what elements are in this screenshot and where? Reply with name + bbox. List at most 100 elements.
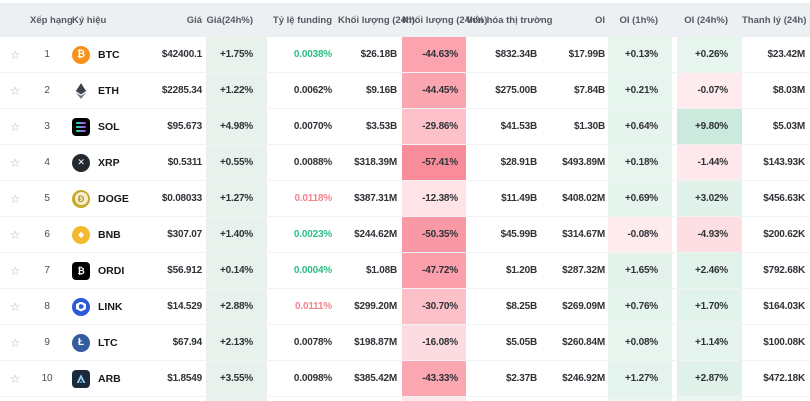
- oi-24h-pct-cell: -0.07%: [677, 73, 742, 108]
- arb-icon: [72, 369, 90, 388]
- favorite-star-icon[interactable]: ☆: [9, 263, 21, 278]
- oi-24h-pct-cell: +2.87%: [677, 361, 742, 396]
- symbol-cell: Ł LTC: [64, 325, 138, 360]
- link-icon: [72, 297, 90, 316]
- favorite-star-icon[interactable]: ☆: [9, 335, 21, 350]
- header-symbol[interactable]: Ký hiệu: [72, 14, 107, 26]
- open-interest-cell: $493.89M: [562, 157, 605, 168]
- market-cap-cell: $28.91B: [500, 157, 538, 168]
- volume-24h-cell: $299.20M: [354, 301, 397, 312]
- rank-cell: 3: [44, 121, 50, 132]
- price-24h-pct-cell: +1.40%: [206, 217, 267, 252]
- open-interest-cell: $269.09M: [562, 301, 605, 312]
- open-interest-cell: $17.99B: [568, 49, 606, 60]
- oi-1h-pct-cell: +0.21%: [608, 73, 672, 108]
- favorite-star-icon[interactable]: ☆: [9, 371, 21, 386]
- funding-rate-cell: 0.0070%: [293, 121, 332, 132]
- coin-symbol: ETH: [98, 84, 119, 97]
- oi-24h-pct-cell: -4.93%: [677, 217, 742, 252]
- table-row[interactable]: ☆ 4 ✕ XRP $0.5311 +0.55% 0.0088% $318.39M -57.41…: [0, 145, 810, 181]
- xrp-icon: ✕: [72, 153, 90, 172]
- rank-cell: 5: [44, 193, 50, 204]
- liquidation-24h-cell: $8.03M: [772, 85, 805, 96]
- symbol-cell: ETH: [64, 73, 138, 108]
- market-cap-cell: $1.20B: [505, 265, 537, 276]
- eth-icon: [72, 82, 90, 100]
- rank-cell: 6: [44, 229, 50, 240]
- table-row[interactable]: ☆ 2 ETH $2285.34 +1.22% 0.0062% $9.16B -44.45% $…: [0, 73, 810, 109]
- oi-1h-pct-cell: +1.27%: [608, 361, 672, 396]
- market-cap-cell: $2.37B: [505, 373, 537, 384]
- volume-24h-pct-cell: -47.72%: [402, 253, 466, 288]
- price-24h-pct-cell: +2.88%: [206, 289, 267, 324]
- oi-24h-pct-cell: +1.14%: [677, 325, 742, 360]
- price-cell: $42400.1: [161, 49, 202, 60]
- header-volume-24h-pct[interactable]: Khối lượng (24h%): [402, 14, 488, 26]
- ordi-icon: ₿: [72, 261, 90, 280]
- oi-1h-pct-cell: +0.08%: [608, 325, 672, 360]
- favorite-star-icon[interactable]: ☆: [9, 227, 21, 242]
- header-price-24h-pct[interactable]: Giá(24h%): [206, 14, 253, 26]
- open-interest-cell: $287.32M: [562, 265, 605, 276]
- table-row[interactable]: ☆ 10 ARB $1.8549 +3.55% 0.0098% $385.42M -43.33…: [0, 361, 810, 397]
- header-oi-1h-pct[interactable]: OI (1h%): [619, 14, 658, 26]
- price-cell: $0.08033: [161, 193, 202, 204]
- rank-cell: 1: [44, 49, 50, 60]
- table-header-row: Xếp hạng Ký hiệu Giá Giá(24h%) Tỷ lệ fun…: [0, 3, 810, 37]
- table-row[interactable]: ☆ 9 Ł LTC $67.94 +2.13% 0.0078% $198.87M -16.08%…: [0, 325, 810, 361]
- oi-1h-pct-cell: +0.18%: [608, 145, 672, 180]
- header-volume-24h[interactable]: Khối lượng (24h): [338, 14, 415, 26]
- market-cap-cell: $45.99B: [500, 229, 538, 240]
- partial-volume-tint: [402, 397, 466, 401]
- price-24h-pct-cell: +1.22%: [206, 73, 267, 108]
- volume-24h-pct-cell: -57.41%: [402, 145, 466, 180]
- price-cell: $67.94: [172, 337, 203, 348]
- symbol-cell: ₿ ORDI: [64, 253, 138, 288]
- rank-cell: 7: [44, 265, 50, 276]
- favorite-star-icon[interactable]: ☆: [9, 155, 21, 170]
- rank-cell: 8: [44, 301, 50, 312]
- table-row[interactable]: ☆ 7 ₿ ORDI $56.912 +0.14% 0.0004% $1.08B -47.72%…: [0, 253, 810, 289]
- volume-24h-cell: $385.42M: [354, 373, 397, 384]
- partial-next-row: [0, 397, 810, 401]
- header-rank[interactable]: Xếp hạng: [30, 14, 73, 26]
- open-interest-cell: $260.84M: [562, 337, 605, 348]
- table-row[interactable]: ☆ 6 ◆ BNB $307.07 +1.40% 0.0023% $244.62M -50.35…: [0, 217, 810, 253]
- open-interest-cell: $1.30B: [573, 121, 605, 132]
- rank-cell: 4: [44, 157, 50, 168]
- funding-rate-cell: 0.0078%: [293, 337, 332, 348]
- oi-24h-pct-cell: +3.02%: [677, 181, 742, 216]
- favorite-star-icon[interactable]: ☆: [9, 83, 21, 98]
- favorite-star-icon[interactable]: ☆: [9, 191, 21, 206]
- volume-24h-pct-cell: -43.33%: [402, 361, 466, 396]
- favorite-star-icon[interactable]: ☆: [9, 119, 21, 134]
- volume-24h-cell: $9.16B: [365, 85, 397, 96]
- header-price[interactable]: Giá: [186, 14, 202, 26]
- symbol-cell: ✕ XRP: [64, 145, 138, 180]
- funding-rate-cell: 0.0004%: [293, 265, 332, 276]
- price-cell: $95.673: [167, 121, 202, 132]
- crypto-futures-table: Xếp hạng Ký hiệu Giá Giá(24h%) Tỷ lệ fun…: [0, 3, 810, 401]
- header-oi-24h-pct[interactable]: OI (24h%): [684, 14, 728, 26]
- volume-24h-pct-cell: -29.86%: [402, 109, 466, 144]
- favorite-star-icon[interactable]: ☆: [9, 299, 21, 314]
- table-row[interactable]: ☆ 8 LINK $14.529 +2.88% 0.0111% $299.20M -30.70…: [0, 289, 810, 325]
- rank-cell: 9: [44, 337, 50, 348]
- volume-24h-pct-cell: -44.45%: [402, 73, 466, 108]
- doge-icon: Ð: [72, 189, 90, 208]
- coin-symbol: ORDI: [98, 264, 125, 277]
- liquidation-24h-cell: $472.18K: [763, 373, 805, 384]
- coin-symbol: XRP: [98, 156, 120, 169]
- table-row[interactable]: ☆ 1 ₿ BTC $42400.1 +1.75% 0.0038% $26.18B -44.63…: [0, 37, 810, 73]
- favorite-star-icon[interactable]: ☆: [9, 47, 21, 62]
- liquidation-24h-cell: $143.93K: [763, 157, 805, 168]
- market-cap-cell: $275.00B: [495, 85, 537, 96]
- header-funding-rate[interactable]: Tỷ lệ funding: [272, 14, 332, 26]
- header-liquidation-24h[interactable]: Thanh lý (24h): [742, 14, 807, 26]
- header-open-interest[interactable]: OI: [594, 14, 605, 26]
- partial-oi1h-tint: [608, 397, 672, 401]
- header-market-cap[interactable]: Vốn hóa thị trường: [466, 14, 553, 26]
- table-row[interactable]: ☆ 5 Ð DOGE $0.08033 +1.27% 0.0118% $387.31M -12.…: [0, 181, 810, 217]
- oi-24h-pct-cell: +0.26%: [677, 37, 742, 72]
- table-row[interactable]: ☆ 3 SOL $95.673 +4.98% 0.0070% $3.53B -29.86% $4…: [0, 109, 810, 145]
